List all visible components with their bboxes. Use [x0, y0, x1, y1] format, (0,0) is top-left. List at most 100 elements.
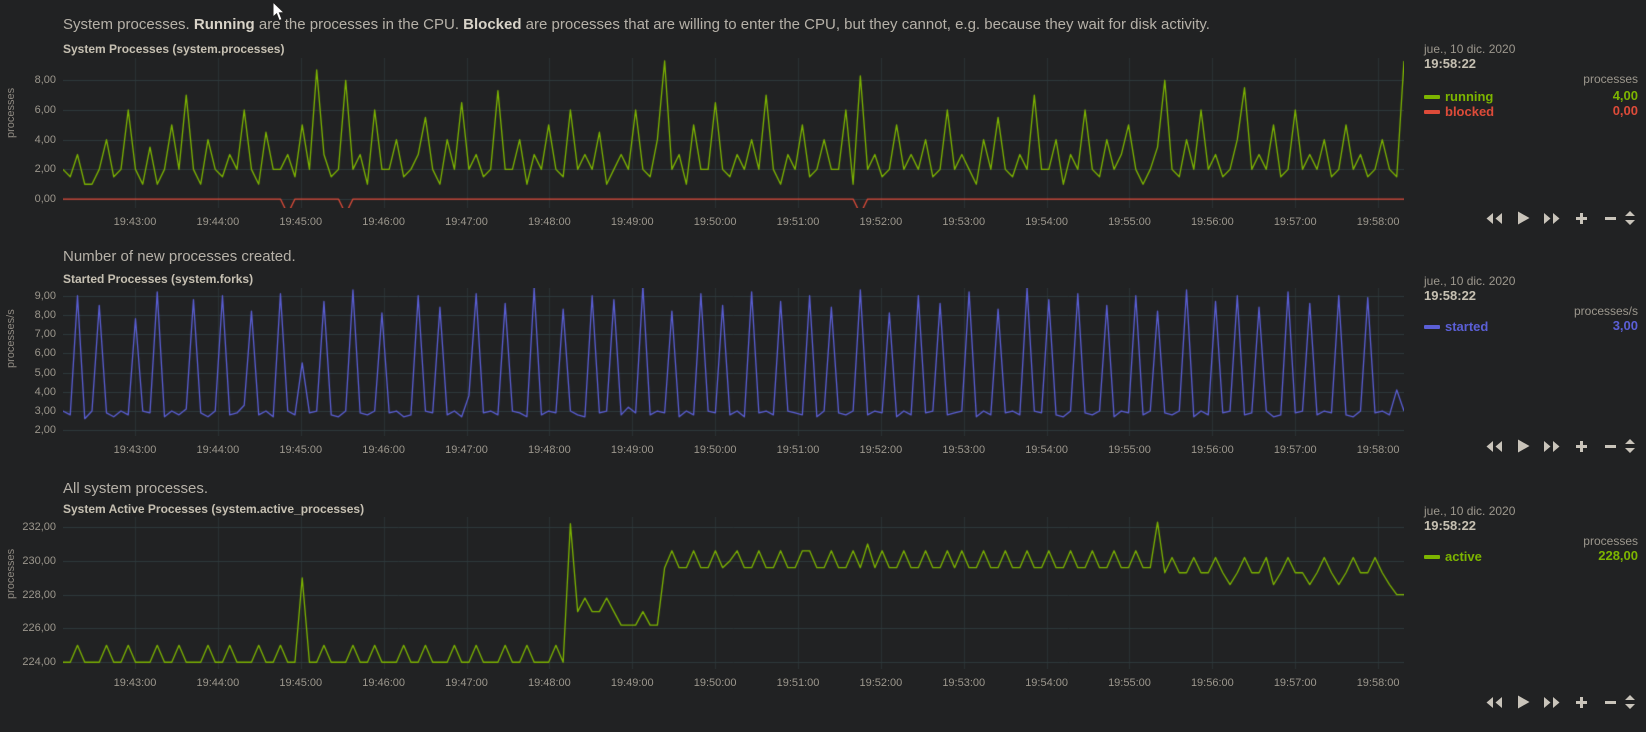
y-tick-label: 224,00: [22, 656, 56, 669]
legend-swatch: [1424, 554, 1440, 559]
x-tick-label: 19:51:00: [776, 216, 820, 228]
legend-series-list: running 4,00 blocked 0,00: [1424, 88, 1638, 120]
header-text: System processes.: [63, 16, 194, 33]
legend-unit: processes/s: [1573, 304, 1638, 318]
zoom-out-button[interactable]: [1600, 438, 1620, 454]
legend-series-row[interactable]: running 4,00: [1424, 88, 1638, 104]
legend-series-list: started 3,00: [1424, 318, 1638, 335]
backward-button[interactable]: [1484, 438, 1504, 454]
y-tick-label: 226,00: [22, 622, 56, 635]
play-icon: [1517, 211, 1529, 225]
x-tick-label: 19:56:00: [1190, 677, 1234, 689]
legend-time: 19:58:22: [1424, 518, 1477, 533]
x-tick-label: 19:44:00: [196, 216, 240, 228]
play-button[interactable]: [1513, 694, 1533, 710]
resize-handle[interactable]: [1622, 694, 1638, 710]
chart-title: System Active Processes (system.active_p…: [63, 502, 365, 516]
forward-icon: [1544, 212, 1560, 224]
play-icon: [1517, 439, 1529, 453]
play-button[interactable]: [1513, 210, 1533, 226]
x-tick-label: 19:56:00: [1190, 216, 1234, 228]
legend-time: 19:58:22: [1424, 56, 1477, 71]
legend-series-name: started: [1445, 319, 1489, 335]
x-tick-label: 19:43:00: [113, 444, 157, 456]
x-tick-label: 19:44:00: [196, 677, 240, 689]
zoom-in-icon: [1575, 212, 1587, 224]
zoom-in-button[interactable]: [1571, 438, 1591, 454]
legend-time: 19:58:22: [1424, 288, 1477, 303]
resize-handle-icon: [1625, 695, 1635, 709]
legend-date: jue., 10 dic. 2020: [1424, 504, 1516, 518]
x-tick-label: 19:45:00: [279, 444, 323, 456]
zoom-out-button[interactable]: [1600, 694, 1620, 710]
resize-handle-icon: [1625, 439, 1635, 453]
legend-date: jue., 10 dic. 2020: [1424, 274, 1516, 288]
forward-icon: [1544, 440, 1560, 452]
backward-button[interactable]: [1484, 210, 1504, 226]
header-bold-blocked: Blocked: [463, 16, 522, 33]
y-tick-label: 2,00: [34, 424, 56, 437]
resize-handle[interactable]: [1622, 438, 1638, 454]
chart-canvas[interactable]: [63, 58, 1404, 208]
zoom-out-icon: [1604, 216, 1616, 220]
x-tick-label: 19:51:00: [776, 444, 820, 456]
y-tick-label: 9,00: [34, 289, 56, 302]
resize-handle-icon: [1625, 211, 1635, 225]
legend-swatch: [1424, 94, 1440, 99]
resize-handle[interactable]: [1622, 210, 1638, 226]
x-tick-label: 19:57:00: [1273, 216, 1317, 228]
x-tick-label: 19:47:00: [445, 216, 488, 228]
y-tick-label: 8,00: [34, 308, 56, 321]
x-tick-label: 19:55:00: [1108, 216, 1151, 228]
x-tick-label: 19:43:00: [113, 216, 157, 228]
chart-toolbar: [1484, 210, 1640, 228]
x-tick-label: 19:46:00: [362, 677, 406, 689]
legend-series-value: 3,00: [1612, 318, 1638, 333]
forward-button[interactable]: [1542, 438, 1562, 454]
header-bold-running: Running: [193, 16, 255, 33]
x-tick-label: 19:45:00: [279, 677, 323, 689]
play-button[interactable]: [1513, 438, 1533, 454]
legend-unit: processes: [1583, 72, 1638, 86]
legend-series-row[interactable]: started 3,00: [1424, 318, 1638, 335]
legend-series-value: 228,00: [1598, 548, 1638, 563]
x-tick-label: 19:51:00: [776, 677, 820, 689]
y-tick-label: 4,00: [34, 133, 56, 146]
legend-series-name: blocked: [1445, 104, 1495, 120]
zoom-in-button[interactable]: [1571, 210, 1591, 226]
x-tick-label: 19:54:00: [1025, 677, 1069, 689]
x-tick-label: 19:58:00: [1356, 677, 1400, 689]
x-tick-label: 19:53:00: [942, 216, 986, 228]
y-tick-label: 6,00: [34, 103, 56, 116]
chart-description: Number of new processes created.: [63, 248, 296, 265]
legend-series-value: 4,00: [1612, 88, 1638, 103]
chart-canvas[interactable]: [63, 517, 1404, 669]
backward-icon: [1486, 440, 1502, 452]
zoom-out-icon: [1604, 444, 1616, 448]
x-tick-label: 19:47:00: [445, 444, 488, 456]
backward-icon: [1486, 696, 1502, 708]
x-tick-label: 19:55:00: [1108, 677, 1151, 689]
zoom-out-button[interactable]: [1600, 210, 1620, 226]
x-tick-label: 19:49:00: [610, 677, 654, 689]
x-tick-label: 19:43:00: [113, 677, 157, 689]
x-tick-label: 19:47:00: [445, 677, 488, 689]
x-tick-label: 19:45:00: [279, 216, 323, 228]
chart-description: All system processes.: [63, 480, 209, 497]
y-tick-label: 4,00: [34, 385, 56, 398]
legend-series-name: active: [1445, 549, 1482, 565]
legend-series-list: active 228,00: [1424, 548, 1638, 565]
forward-button[interactable]: [1542, 694, 1562, 710]
page-header: System processes. Running are the proces…: [63, 16, 1210, 33]
legend-series-row[interactable]: active 228,00: [1424, 548, 1638, 565]
backward-button[interactable]: [1484, 694, 1504, 710]
x-tick-label: 19:48:00: [527, 444, 571, 456]
forward-button[interactable]: [1542, 210, 1562, 226]
legend-series-row[interactable]: blocked 0,00: [1424, 103, 1638, 120]
chart-canvas[interactable]: [63, 288, 1404, 436]
x-tick-label: 19:58:00: [1356, 216, 1400, 228]
chart-title: Started Processes (system.forks): [63, 272, 254, 286]
x-tick-label: 19:46:00: [362, 444, 406, 456]
zoom-in-button[interactable]: [1571, 694, 1591, 710]
chart-toolbar: [1484, 694, 1640, 712]
